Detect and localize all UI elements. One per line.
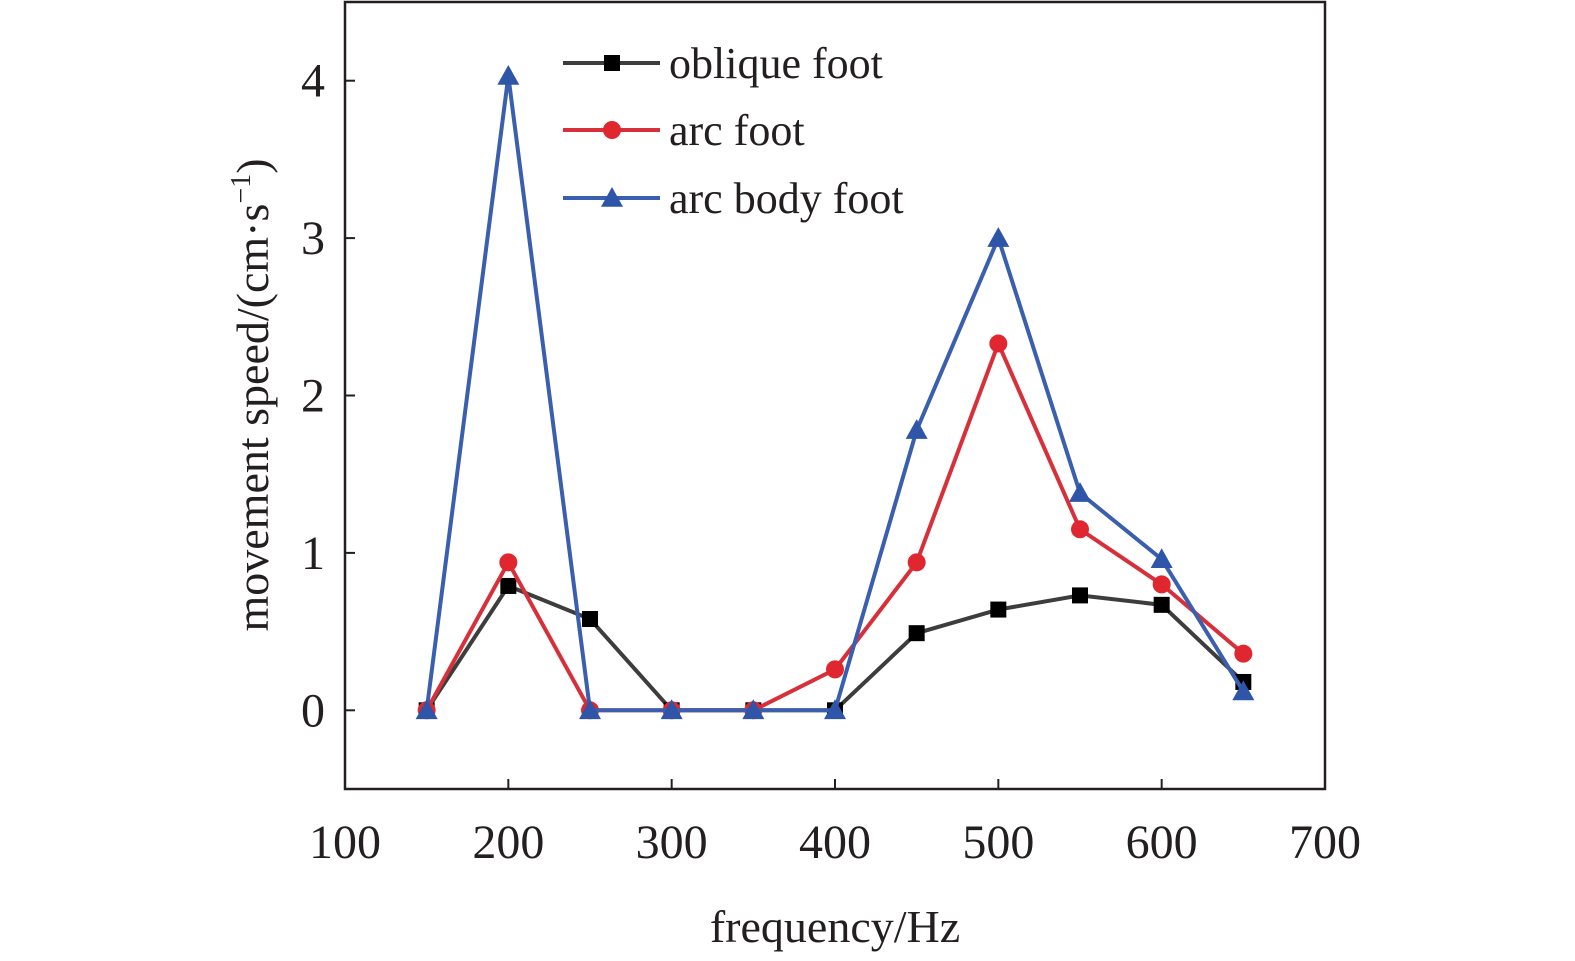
y-axis-label-main: movement speed/(cm·s (227, 204, 278, 632)
data-point (582, 611, 598, 628)
data-point (497, 64, 520, 85)
series-1 (417, 334, 1253, 720)
data-point (905, 419, 928, 439)
y-tick-label: 3 (301, 212, 325, 265)
legend-marker (601, 187, 623, 207)
data-point (1069, 482, 1091, 502)
series-2 (415, 64, 1255, 720)
x-tick-label: 500 (962, 816, 1034, 869)
y-tick-label: 2 (301, 370, 325, 423)
x-tick-label: 100 (309, 816, 381, 869)
data-point (1153, 596, 1170, 613)
series-layer (415, 64, 1255, 720)
legend-marker (603, 121, 621, 139)
data-point (1234, 644, 1253, 663)
data-point (907, 553, 926, 572)
data-point (826, 660, 844, 679)
legend-marker (604, 55, 620, 71)
x-tick-label: 400 (799, 816, 871, 869)
y-axis-label: movement speed/(cm·s−1) (226, 158, 278, 631)
legend-label: arc body foot (669, 174, 904, 223)
y-tick-label: 1 (301, 527, 325, 580)
data-point (990, 601, 1007, 618)
series-line (424, 75, 1246, 713)
x-axis-label: frequency/Hz (710, 901, 960, 952)
series-line (424, 583, 1245, 713)
data-point (989, 334, 1008, 353)
data-point (987, 227, 1010, 247)
data-point (1150, 548, 1173, 568)
data-point (415, 699, 438, 720)
series-0 (418, 577, 1252, 719)
data-point (1232, 680, 1255, 701)
data-point (1152, 575, 1171, 594)
y-axis-label-close: ) (227, 158, 278, 173)
data-point (742, 699, 765, 720)
x-tick-label: 700 (1289, 816, 1361, 869)
y-tick-label: 0 (301, 684, 325, 737)
y-axis: 0 1 2 3 4 (301, 55, 355, 737)
data-point (824, 699, 846, 720)
x-tick-label: 200 (472, 816, 544, 869)
x-tick-label: 600 (1126, 816, 1198, 869)
data-point (499, 553, 518, 572)
data-point (908, 625, 925, 642)
data-point (500, 577, 517, 594)
legend: oblique foot arc foot arc body foot (563, 39, 904, 223)
legend-label: arc foot (669, 106, 805, 155)
y-tick-label: 4 (301, 55, 325, 108)
data-point (1072, 587, 1088, 604)
data-point (579, 699, 601, 720)
data-point (660, 699, 683, 720)
x-tick-label: 300 (636, 816, 708, 869)
x-axis: 100 200 300 400 500 600 700 (309, 779, 1361, 869)
y-axis-label-exponent: −1 (226, 174, 257, 204)
data-point (1071, 520, 1089, 539)
legend-label: oblique foot (669, 39, 883, 88)
